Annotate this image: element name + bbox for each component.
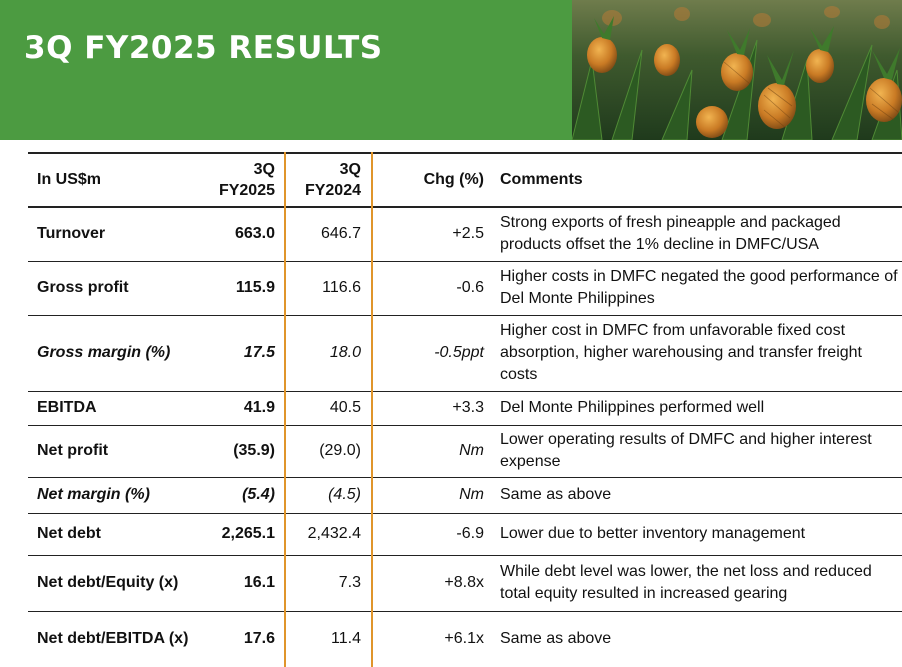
row-metric: Turnover (37, 225, 106, 243)
row-comment: Higher costs in DMFC negated the good pe… (500, 268, 898, 307)
table-row: Net debt/EBITDA (x) 17.6 11.4 +6.1x Same… (28, 611, 902, 667)
row-comment: Same as above (500, 486, 612, 503)
row-change: -0.5ppt (434, 344, 484, 361)
title-band: 3Q FY2025 RESULTS (0, 0, 572, 140)
row-value-fy2025: (35.9) (233, 442, 275, 459)
column-header-change: Chg (%) (423, 171, 484, 188)
row-change: +6.1x (444, 630, 484, 648)
row-value-fy2024: (4.5) (284, 477, 373, 513)
column-header-fy2025: 3Q FY2025 (201, 153, 285, 207)
row-metric: Net debt (37, 525, 101, 542)
row-metric: Net debt/EBITDA (x) (37, 630, 189, 648)
row-value-fy2025: 663.0 (234, 225, 275, 243)
row-metric: Net debt/Equity (x) (37, 574, 179, 591)
column-header-fy2024-line1: 3Q (339, 161, 361, 178)
row-value-fy2024: 18.0 (284, 315, 373, 391)
row-comment: Strong exports of fresh pineapple and pa… (500, 214, 841, 254)
row-comment: Del Monte Philippines performed well (500, 399, 765, 416)
column-header-fy2025-line2: FY2025 (218, 182, 275, 199)
row-value-fy2024: 646.7 (284, 207, 373, 261)
table-row: Net margin (%) (5.4) (4.5) Nm Same as ab… (28, 477, 902, 513)
column-header-metric: In US$m (37, 171, 102, 188)
table-row: EBITDA 41.9 40.5 +3.3 Del Monte Philippi… (28, 391, 902, 425)
row-value-fy2025: (5.4) (242, 486, 275, 503)
row-change: +3.3 (452, 399, 484, 416)
row-value-fy2024: 116.6 (284, 261, 373, 315)
column-header-fy2025-line1: 3Q (253, 161, 275, 178)
row-change: +8.8x (444, 574, 484, 591)
column-header-fy2024: 3Q FY2024 (284, 153, 373, 207)
row-change: -0.6 (456, 279, 484, 296)
row-change: Nm (459, 486, 484, 503)
row-value-fy2024: 2,432.4 (284, 513, 373, 555)
table-header-row: In US$m 3Q FY2025 3Q FY2024 Chg (%) Comm… (28, 153, 902, 207)
table-row: Net debt/Equity (x) 16.1 7.3 +8.8x While… (28, 555, 902, 611)
row-value-fy2025: 41.9 (243, 399, 275, 416)
row-metric: Gross margin (%) (37, 344, 171, 361)
row-metric: EBITDA (37, 399, 97, 416)
row-change: Nm (459, 442, 484, 459)
row-value-fy2025: 17.6 (243, 630, 275, 648)
column-header-comments: Comments (500, 171, 583, 188)
row-value-fy2024: 40.5 (284, 391, 373, 425)
table-row: Gross margin (%) 17.5 18.0 -0.5ppt Highe… (28, 315, 902, 391)
row-value-fy2025: 17.5 (243, 344, 275, 361)
table-row: Net profit (35.9) (29.0) Nm Lower operat… (28, 425, 902, 477)
results-table: In US$m 3Q FY2025 3Q FY2024 Chg (%) Comm… (28, 152, 902, 667)
row-value-fy2025: 16.1 (243, 574, 275, 591)
row-change: +2.5 (452, 225, 484, 243)
page-title: 3Q FY2025 RESULTS (24, 30, 383, 66)
table-row: Turnover 663.0 646.7 +2.5 Strong exports… (28, 207, 902, 261)
row-comment: Higher cost in DMFC from unfavorable fix… (500, 322, 862, 383)
table-row: Gross profit 115.9 116.6 -0.6 Higher cos… (28, 261, 902, 315)
slide-header: 3Q FY2025 RESULTS (0, 0, 902, 140)
row-value-fy2025: 115.9 (235, 279, 275, 296)
row-comment: Lower operating results of DMFC and high… (500, 431, 872, 470)
table-row: Net debt 2,265.1 2,432.4 -6.9 Lower due … (28, 513, 902, 555)
pineapple-field-photo (572, 0, 902, 140)
row-change: -6.9 (456, 525, 484, 542)
row-comment: While debt level was lower, the net loss… (500, 563, 872, 602)
column-header-fy2024-line2: FY2024 (304, 182, 361, 199)
row-comment: Lower due to better inventory management (500, 525, 806, 542)
row-value-fy2024: 7.3 (284, 555, 373, 611)
row-metric: Net profit (37, 442, 109, 459)
row-value-fy2024: 11.4 (284, 611, 373, 667)
row-metric: Net margin (%) (37, 486, 150, 503)
row-value-fy2024: (29.0) (284, 425, 373, 477)
row-metric: Gross profit (37, 279, 129, 296)
row-comment: Same as above (500, 630, 612, 648)
row-value-fy2025: 2,265.1 (221, 525, 275, 542)
